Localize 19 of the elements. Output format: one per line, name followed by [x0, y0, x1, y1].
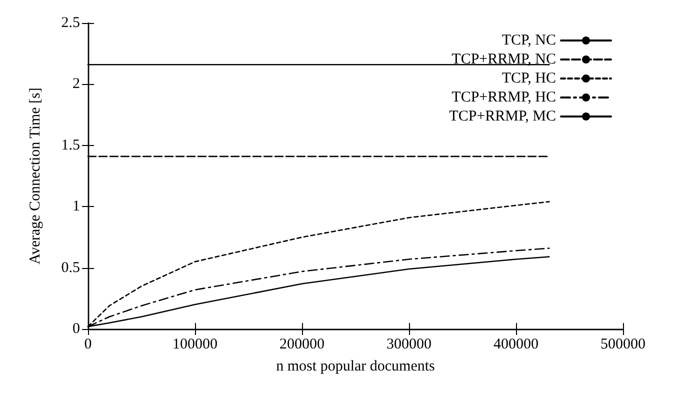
legend-label: TCP+RRMP, NC	[452, 52, 556, 68]
x-tick-label: 400000	[494, 336, 538, 352]
x-tick-label: 0	[84, 336, 92, 352]
x-tick-label: 300000	[386, 336, 432, 352]
y-tick-label: 0	[72, 321, 80, 337]
x-axis-title: n most popular documents	[276, 358, 436, 374]
legend-label: TCP, HC	[502, 70, 556, 86]
y-tick-label: 1.5	[61, 137, 80, 154]
legend-label: TCP+RRMP, MC	[449, 108, 556, 124]
y-tick-label: 2.5	[61, 15, 80, 31]
x-tick-label: 200000	[280, 336, 324, 352]
y-tick-label: 1	[72, 198, 80, 215]
legend-label: TCP+RRMP, HC	[452, 90, 556, 106]
y-tick-label: 0.5	[61, 260, 80, 276]
x-tick-label: 100000	[172, 336, 218, 352]
x-tick-label: 500000	[600, 336, 646, 352]
y-tick-label: 2	[72, 76, 80, 92]
legend-label: TCP, NC	[502, 32, 556, 48]
y-axis-title: Average Connection Time [s]	[28, 88, 44, 264]
